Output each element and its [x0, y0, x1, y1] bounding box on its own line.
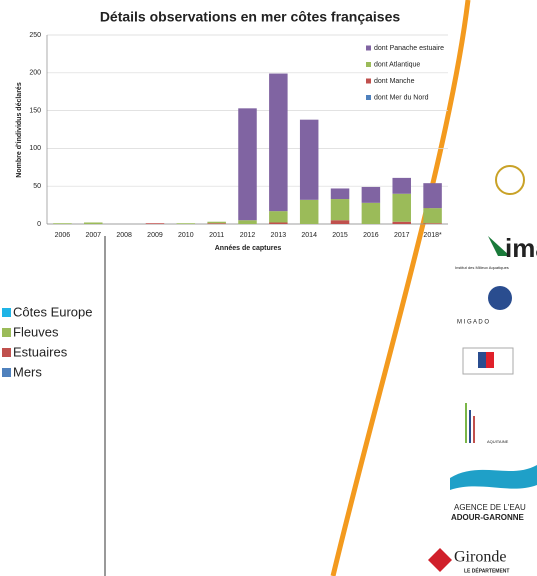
- bar-segment: [269, 222, 288, 224]
- logo-migado-mark: [488, 286, 512, 310]
- x-tick-label: 2006: [55, 232, 71, 239]
- x-tick-label: 2007: [85, 232, 101, 239]
- y-tick-label: 0: [37, 221, 41, 228]
- logo-migado: M I G A D O: [457, 320, 489, 326]
- logos: ima Institut des Milieux Aquatiques M I …: [428, 165, 537, 574]
- bar-segment: [330, 188, 350, 200]
- logo-agence-1: AGENCE DE L'EAU: [454, 503, 526, 512]
- y-tick-label: 250: [29, 32, 41, 39]
- slide-legend-label: Estuaires: [13, 344, 68, 359]
- bar-segment: [207, 221, 226, 224]
- y-tick-label: 100: [29, 145, 41, 152]
- bar-segment: [392, 193, 411, 222]
- x-tick-label: 2010: [178, 232, 194, 239]
- bar-segment: [207, 223, 226, 224]
- legend-label: dont Atlantique: [374, 61, 420, 68]
- bar-segment: [330, 199, 350, 221]
- bar-segment: [361, 186, 381, 203]
- logo-aquitaine: AQUITAINE: [487, 439, 509, 444]
- slide-legend-swatch: [2, 348, 11, 357]
- x-tick-label: 2009: [147, 232, 163, 239]
- logo-imag: ima: [505, 233, 537, 263]
- logo-agence-2: ADOUR-GARONNE: [451, 513, 525, 522]
- x-tick-label: 2011: [209, 232, 224, 239]
- y-axis-label: Nombre d'individus déclarés: [16, 82, 23, 178]
- legend-swatch: [366, 95, 371, 100]
- bar-segment: [423, 208, 442, 224]
- logo-gironde-sub: LE DÉPARTEMENT: [464, 566, 509, 574]
- bar-segment: [299, 119, 319, 200]
- legend-label: dont Manche: [374, 78, 415, 85]
- x-tick-label: 2018*: [423, 232, 442, 239]
- x-axis-label: Années de captures: [215, 245, 282, 252]
- x-tick-label: 2014: [301, 232, 317, 239]
- x-tick-label: 2013: [271, 232, 287, 239]
- bar-segment: [423, 223, 442, 224]
- bar-segment: [176, 223, 196, 224]
- logo-imag-sub: Institut des Milieux Aquatiques: [455, 265, 509, 270]
- legend-swatch: [366, 62, 371, 67]
- slide-legend-label: Fleuves: [13, 324, 59, 339]
- slide-legend-swatch: [2, 368, 11, 377]
- bar-segment: [269, 211, 288, 223]
- y-tick-label: 200: [29, 70, 41, 77]
- bar-segment: [299, 199, 319, 224]
- bar-segment: [238, 108, 257, 221]
- bar-segment: [145, 223, 165, 224]
- bar-segment: [84, 222, 103, 224]
- logo-imag-mark: [488, 236, 510, 256]
- bar-segment: [361, 202, 381, 224]
- bar-segment: [238, 220, 257, 224]
- legend-swatch: [366, 78, 371, 84]
- slide-legend-label: Mers: [13, 364, 42, 379]
- legend-label: dont Mer du Nord: [374, 94, 429, 101]
- logo-dreal-bar: [469, 410, 471, 443]
- legend-swatch: [366, 45, 371, 51]
- x-tick-label: 2015: [332, 232, 348, 239]
- slide-legend-label: Côtes Europe: [13, 304, 93, 319]
- bar-segment: [330, 220, 350, 224]
- y-tick-label: 50: [33, 183, 41, 190]
- legend-label: dont Panache estuaire: [374, 45, 444, 52]
- logo-agence-wave: [450, 465, 537, 490]
- bar-segment: [423, 183, 442, 209]
- bar-segment: [392, 221, 411, 224]
- x-tick-label: 2008: [116, 232, 132, 239]
- x-tick-label: 2012: [240, 232, 256, 239]
- logo-dreal-bar: [465, 403, 467, 443]
- bar-segment: [392, 177, 411, 194]
- decor-line: [330, 0, 471, 576]
- slide-legend-swatch: [2, 328, 11, 337]
- chart-title: Détails observations en mer côtes frança…: [100, 9, 401, 25]
- logo-dreal-bar: [473, 416, 475, 443]
- x-tick-label: 2016: [363, 232, 379, 239]
- logo-gironde-mark: [428, 548, 452, 572]
- logo-cnpmem: [495, 165, 525, 195]
- slide-legend-swatch: [2, 308, 11, 317]
- bar-segment: [269, 73, 288, 212]
- bar-segment: [53, 223, 72, 224]
- x-tick-label: 2017: [394, 232, 410, 239]
- flag-red: [486, 352, 494, 368]
- flag-blue: [478, 352, 486, 368]
- y-tick-label: 150: [29, 107, 41, 114]
- logo-gironde: Gironde: [454, 549, 506, 566]
